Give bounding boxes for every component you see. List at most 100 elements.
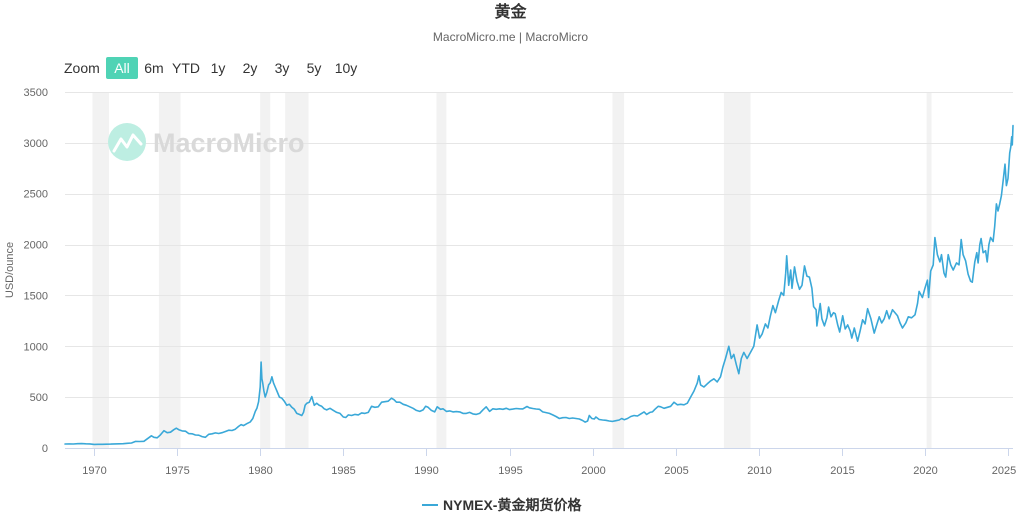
data-point [877, 314, 882, 319]
data-point [259, 360, 264, 365]
recession-band [285, 92, 309, 448]
data-point [979, 236, 984, 241]
data-point [254, 406, 259, 411]
data-point [961, 252, 966, 257]
data-point [745, 356, 750, 361]
series-line[interactable] [64, 124, 1014, 446]
range-button-3y[interactable]: 3y [266, 57, 298, 79]
chart-subtitle: MacroMicro.me | MacroMicro [432, 30, 589, 44]
data-point [301, 410, 306, 415]
data-point [986, 242, 991, 247]
data-point [739, 356, 744, 361]
y-grid [65, 92, 1013, 398]
data-point [977, 242, 982, 247]
data-point [996, 209, 1001, 214]
data-point [937, 259, 942, 264]
data-point [736, 371, 741, 376]
data-point [814, 323, 819, 328]
data-point [1011, 123, 1016, 128]
data-point [948, 262, 953, 267]
data-point [931, 262, 936, 267]
data-point [274, 389, 279, 394]
data-point [688, 395, 693, 400]
data-point [926, 295, 931, 300]
data-point [903, 320, 908, 325]
range-button-6m[interactable]: 6m [138, 57, 170, 79]
recession-band [92, 92, 109, 448]
y-tick-label: 3000 [24, 138, 48, 150]
range-button-1y[interactable]: 1y [202, 57, 234, 79]
range-selector: Zoom All 6m YTD 1y 2y 3y 5y 10y [64, 57, 362, 79]
recession-band [612, 92, 625, 448]
data-point [807, 275, 812, 280]
data-point [837, 330, 842, 335]
data-point [1003, 162, 1008, 167]
data-point [260, 380, 265, 385]
data-point [863, 321, 868, 326]
data-point [264, 390, 269, 395]
data-point [917, 289, 922, 294]
data-point [366, 410, 371, 415]
data-point [915, 301, 920, 306]
data-point [939, 252, 944, 257]
data-point [256, 399, 261, 404]
data-point [985, 259, 990, 264]
y-tick-label: 1000 [24, 341, 48, 353]
data-point [840, 313, 845, 318]
data-point [913, 312, 918, 317]
data-point [865, 306, 870, 311]
x-tick-label: 2000 [581, 465, 605, 477]
y-tick-label: 2500 [24, 189, 48, 201]
data-point [833, 311, 838, 316]
data-point [1001, 176, 1006, 181]
watermark-trend-icon [112, 133, 143, 153]
watermark-logo: MacroMicro [108, 123, 305, 161]
data-point [895, 313, 900, 318]
data-point [959, 237, 964, 242]
range-button-ytd[interactable]: YTD [170, 57, 202, 79]
y-axis: USD/ounce 0 500 1000 1500 2000 2500 3000 3500 [4, 87, 48, 455]
data-point [976, 260, 981, 265]
data-point [696, 373, 701, 378]
x-tick-label: 1990 [414, 465, 438, 477]
data-point [432, 409, 437, 414]
data-point [692, 389, 697, 394]
x-tick-label: 1995 [498, 465, 522, 477]
x-tick-label: 2005 [664, 465, 688, 477]
range-button-10y[interactable]: 10y [330, 57, 362, 79]
data-point [868, 316, 873, 321]
series-nymex-gold [64, 123, 1016, 446]
data-point [848, 329, 853, 334]
data-point [852, 326, 857, 331]
data-point [849, 336, 854, 341]
data-point [997, 201, 1002, 206]
recession-band [260, 92, 271, 448]
data-point [748, 350, 753, 355]
data-point [790, 286, 795, 291]
data-point [835, 322, 840, 327]
x-tick-label: 1970 [82, 465, 106, 477]
data-point [991, 239, 996, 244]
recession-band [723, 92, 751, 448]
data-point [718, 374, 723, 379]
data-point [145, 436, 150, 441]
data-point [755, 322, 760, 327]
data-point [768, 313, 773, 318]
data-point [263, 395, 268, 400]
recession-bands [92, 92, 932, 448]
range-button-all[interactable]: All [106, 57, 138, 79]
data-point [795, 279, 800, 284]
range-button-5y[interactable]: 5y [298, 57, 330, 79]
data-point [685, 401, 690, 406]
data-point [1010, 142, 1015, 147]
data-point [781, 293, 786, 298]
recession-band [926, 92, 932, 448]
range-button-2y[interactable]: 2y [234, 57, 266, 79]
data-point [760, 332, 765, 337]
watermark-icon [108, 123, 146, 161]
data-point [922, 286, 927, 291]
data-point [826, 305, 831, 310]
data-point [784, 253, 789, 258]
legend-item-nymex-gold[interactable]: NYMEX-黄金期货价格 [422, 495, 581, 515]
